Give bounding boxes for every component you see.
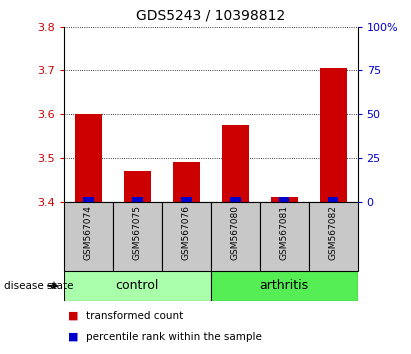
Bar — [260, 202, 309, 271]
Bar — [320, 68, 346, 202]
Bar — [64, 202, 113, 271]
Text: transformed count: transformed count — [86, 311, 184, 321]
Bar — [162, 202, 211, 271]
Text: GSM567082: GSM567082 — [328, 205, 337, 260]
Bar — [222, 125, 249, 202]
Bar — [230, 198, 240, 202]
Bar — [211, 202, 260, 271]
Text: GSM567081: GSM567081 — [279, 205, 289, 260]
Text: control: control — [115, 279, 159, 292]
Bar — [132, 198, 143, 202]
Bar — [64, 271, 210, 301]
Text: ■: ■ — [68, 332, 79, 342]
Text: GSM567075: GSM567075 — [133, 205, 142, 260]
Text: percentile rank within the sample: percentile rank within the sample — [86, 332, 262, 342]
Bar — [181, 198, 192, 202]
Bar — [83, 198, 94, 202]
Bar — [309, 202, 358, 271]
Text: GSM567074: GSM567074 — [84, 205, 93, 260]
Bar — [270, 198, 298, 202]
Bar — [328, 198, 339, 202]
Text: disease state: disease state — [4, 281, 74, 291]
Title: GDS5243 / 10398812: GDS5243 / 10398812 — [136, 8, 285, 23]
Text: arthritis: arthritis — [259, 279, 309, 292]
Bar — [75, 114, 102, 202]
Bar — [124, 171, 151, 202]
Bar — [279, 198, 289, 202]
Text: GSM567076: GSM567076 — [182, 205, 191, 260]
Text: ■: ■ — [68, 311, 79, 321]
Bar — [173, 162, 200, 202]
Bar — [211, 271, 358, 301]
Bar — [113, 202, 162, 271]
Text: GSM567080: GSM567080 — [231, 205, 240, 260]
